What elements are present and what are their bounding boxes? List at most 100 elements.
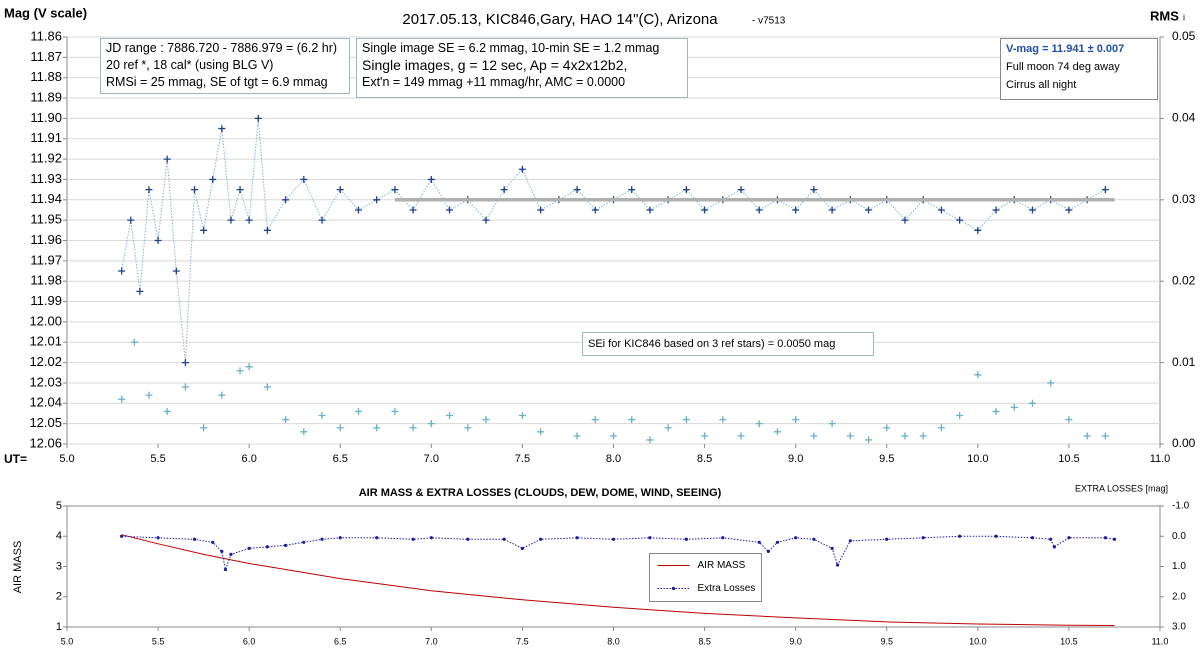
data-point	[282, 416, 290, 424]
data-point	[885, 537, 889, 541]
info-box: Single image SE = 6.2 mmag, 10-min SE = …	[356, 38, 688, 98]
data-point	[263, 383, 271, 391]
x-tick-label: 5.0	[59, 453, 74, 465]
data-point	[835, 563, 840, 567]
data-point	[192, 537, 197, 541]
chart-title: AIR MASS & EXTRA LOSSES (CLOUDS, DEW, DO…	[359, 487, 722, 499]
x-tick-label: 10.0	[967, 453, 988, 465]
y-tick-label: 11.95	[30, 212, 62, 227]
data-point	[263, 226, 271, 234]
y2-tick-label: 0.02	[1172, 273, 1196, 287]
info-line: Full moon 74 deg away	[1006, 61, 1120, 73]
data-point	[354, 206, 362, 214]
data-point	[284, 543, 288, 547]
info-line: Single image SE = 6.2 mmag, 10-min SE = …	[362, 41, 660, 55]
y-tick-label: 11.89	[30, 89, 62, 104]
info-box: V-mag = 11.941 ± 0.007 Full moon 74 deg …	[1000, 38, 1158, 100]
data-point	[229, 552, 233, 557]
x-tick-label: 11.0	[1150, 453, 1171, 465]
info-line: Ext'n = 149 mmag +11 mmag/hr, AMC = 0.00…	[362, 75, 626, 89]
x-tick-label: 7.0	[425, 636, 438, 646]
data-point	[200, 226, 208, 234]
data-point	[628, 186, 636, 194]
data-point	[575, 536, 579, 540]
y-tick-label: 11.86	[30, 28, 62, 43]
data-point	[755, 420, 763, 428]
y-tick-label: 12.02	[29, 354, 62, 369]
data-point	[766, 549, 770, 553]
data-point	[591, 206, 599, 214]
y-tick-label: 11.87	[30, 49, 62, 64]
y-axis-label: AIR MASS	[12, 541, 24, 594]
data-point	[336, 186, 344, 194]
data-point	[446, 412, 454, 420]
data-point	[300, 175, 308, 183]
info-box: JD range : 7886.720 - 7886.979 = (6.2 hr…	[100, 38, 350, 94]
data-point	[163, 407, 171, 415]
data-point	[191, 186, 199, 194]
data-point	[464, 424, 472, 432]
y2-axis-label: RMS	[1150, 8, 1179, 23]
data-point	[901, 216, 909, 224]
data-point	[520, 546, 525, 550]
info-line: 20 ref *, 18 cal* (using BLG V)	[106, 58, 274, 72]
x-tick-label: 8.0	[606, 453, 621, 465]
y-tick-label: 12.04	[29, 395, 62, 410]
data-point	[901, 432, 909, 440]
data-point	[218, 391, 226, 399]
data-point	[1101, 186, 1109, 194]
y-axis-label: Mag (V scale)	[4, 5, 87, 20]
chart-title: 2017.05.13, KIC846,Gary, HAO 14"(C), Ari…	[402, 11, 718, 28]
y-tick-label: 11.90	[30, 110, 62, 125]
data-point	[163, 155, 171, 163]
series-line	[121, 118, 1106, 363]
x-tick-label: 10.5	[1058, 453, 1079, 465]
data-point	[628, 416, 636, 424]
data-point	[409, 424, 417, 432]
data-point	[391, 407, 399, 415]
y-tick-label: 12.06	[29, 435, 62, 450]
data-point	[429, 536, 433, 540]
data-point	[427, 420, 435, 428]
y-tick-label: 11.96	[30, 232, 62, 247]
y-tick-label: 2	[56, 591, 62, 603]
x-tick-label: 9.5	[880, 636, 893, 646]
data-point	[755, 206, 763, 214]
data-point	[921, 536, 925, 540]
data-point	[737, 432, 745, 440]
data-point	[1010, 403, 1018, 411]
data-point	[220, 549, 224, 553]
data-point	[828, 420, 836, 428]
data-point	[373, 196, 381, 204]
data-point	[1067, 536, 1071, 540]
x-tick-label: 7.5	[515, 453, 530, 465]
data-point	[937, 206, 945, 214]
y-tick-label: 11.92	[30, 151, 62, 166]
data-point	[757, 540, 761, 544]
data-point	[218, 125, 226, 133]
info-line: Single images, g = 12 sec, Ap = 4x2x12b2…	[362, 57, 628, 73]
data-point	[591, 416, 599, 424]
x-tick-label: 5.0	[61, 636, 74, 646]
x-tick-label: 8.0	[607, 636, 620, 646]
y-tick-label: 11.99	[30, 293, 62, 308]
data-point	[682, 186, 690, 194]
data-point	[610, 432, 617, 440]
y2-axis-label: EXTRA LOSSES [mag]	[1075, 483, 1168, 493]
data-point	[338, 536, 342, 540]
data-point	[719, 416, 727, 424]
data-point	[992, 206, 1000, 214]
data-point	[1028, 206, 1036, 214]
data-point	[354, 407, 362, 415]
data-point	[227, 216, 235, 224]
data-point	[974, 226, 982, 234]
data-point	[427, 175, 435, 183]
y-tick-label: 11.97	[30, 252, 62, 267]
legend-label: AIR MASS	[698, 560, 746, 571]
data-point	[848, 539, 852, 543]
y-tick-label: 12.00	[29, 313, 62, 328]
y-tick-label: 11.91	[30, 130, 62, 145]
x-tick-label: 9.0	[789, 636, 802, 646]
data-point	[611, 537, 616, 541]
data-point	[518, 412, 526, 420]
